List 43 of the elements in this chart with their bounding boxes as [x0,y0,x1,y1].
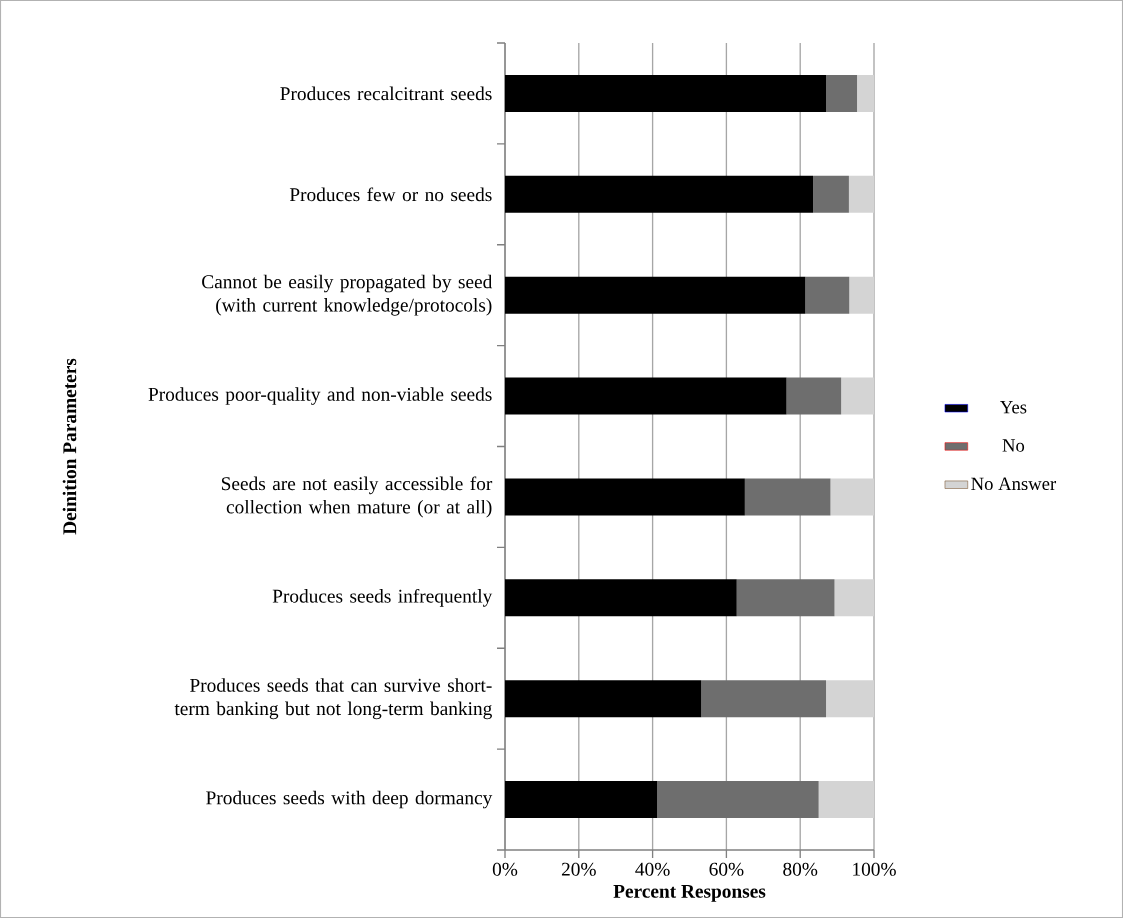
legend-label: Yes [1000,401,1027,414]
bar [505,579,737,617]
x-tick-label: 60% [709,862,744,876]
bar [841,377,875,415]
bar [505,781,658,819]
bar [818,781,875,819]
x-tick-label: 0% [492,862,518,876]
bar [786,377,842,415]
bar [701,680,827,718]
y-tick-label: Produces seeds that can survive short-term banking but not long-term banking [174,678,492,720]
x-tick-label: 40% [635,862,670,876]
y-tick-label: Seeds are not easily accessible for collection when mature (or at all) [221,476,493,518]
bar [744,478,831,516]
bar [826,74,858,112]
bar [505,478,745,516]
bar [848,175,875,213]
y-tick-label: Produces seeds infrequently [272,588,493,607]
legend-label: No [1002,439,1025,452]
bar [830,478,875,516]
bar [857,74,875,112]
x-tick-label: 80% [783,862,818,876]
x-tick-label: 100% [853,862,896,876]
bar [505,276,806,314]
bar [813,175,849,213]
y-tick-label: Produces recalcitrant seeds [280,86,492,101]
bar [505,377,787,415]
x-tick-label: 20% [561,862,596,876]
y-axis-title: Deinition Parameters [62,358,77,535]
bar [736,579,835,617]
bar [657,781,819,819]
y-tick-label: Produces seeds with deep dormancy [206,790,493,809]
bar [849,276,875,314]
bar [505,680,702,718]
bar [505,74,827,112]
bar [834,579,875,617]
bar [826,680,875,718]
y-tick-label: Cannot be easily propagated by seed (with current knowledge/protocols) [202,274,493,316]
bar [805,276,850,314]
y-tick-label: Produces few or no seeds [289,187,492,202]
y-tick-label: Produces poor-quality and non-viable seeds [148,387,492,405]
x-axis-title: Percent Responses [613,884,766,902]
legend-label: No Answer [971,477,1057,491]
bar [505,175,814,213]
